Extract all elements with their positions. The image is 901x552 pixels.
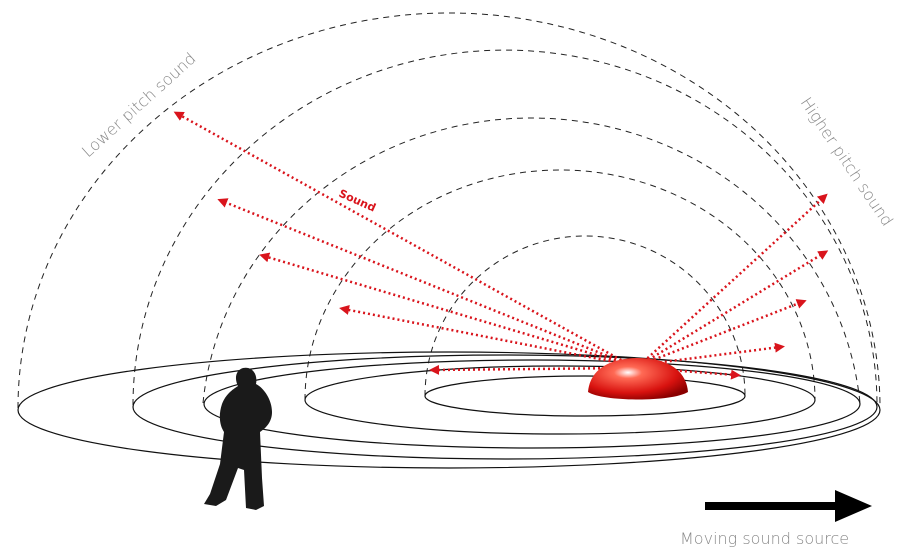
person-silhouette <box>204 367 272 510</box>
lower-pitch-label: Lower pitch sound <box>78 49 200 161</box>
sound-source <box>588 358 688 400</box>
sound-label: Sound <box>337 187 378 215</box>
motion-arrow <box>705 490 872 522</box>
ground-rings <box>17 351 881 469</box>
wavefronts <box>17 12 881 409</box>
moving-source-label: Moving sound source <box>680 529 849 548</box>
sound-rays <box>173 111 829 380</box>
